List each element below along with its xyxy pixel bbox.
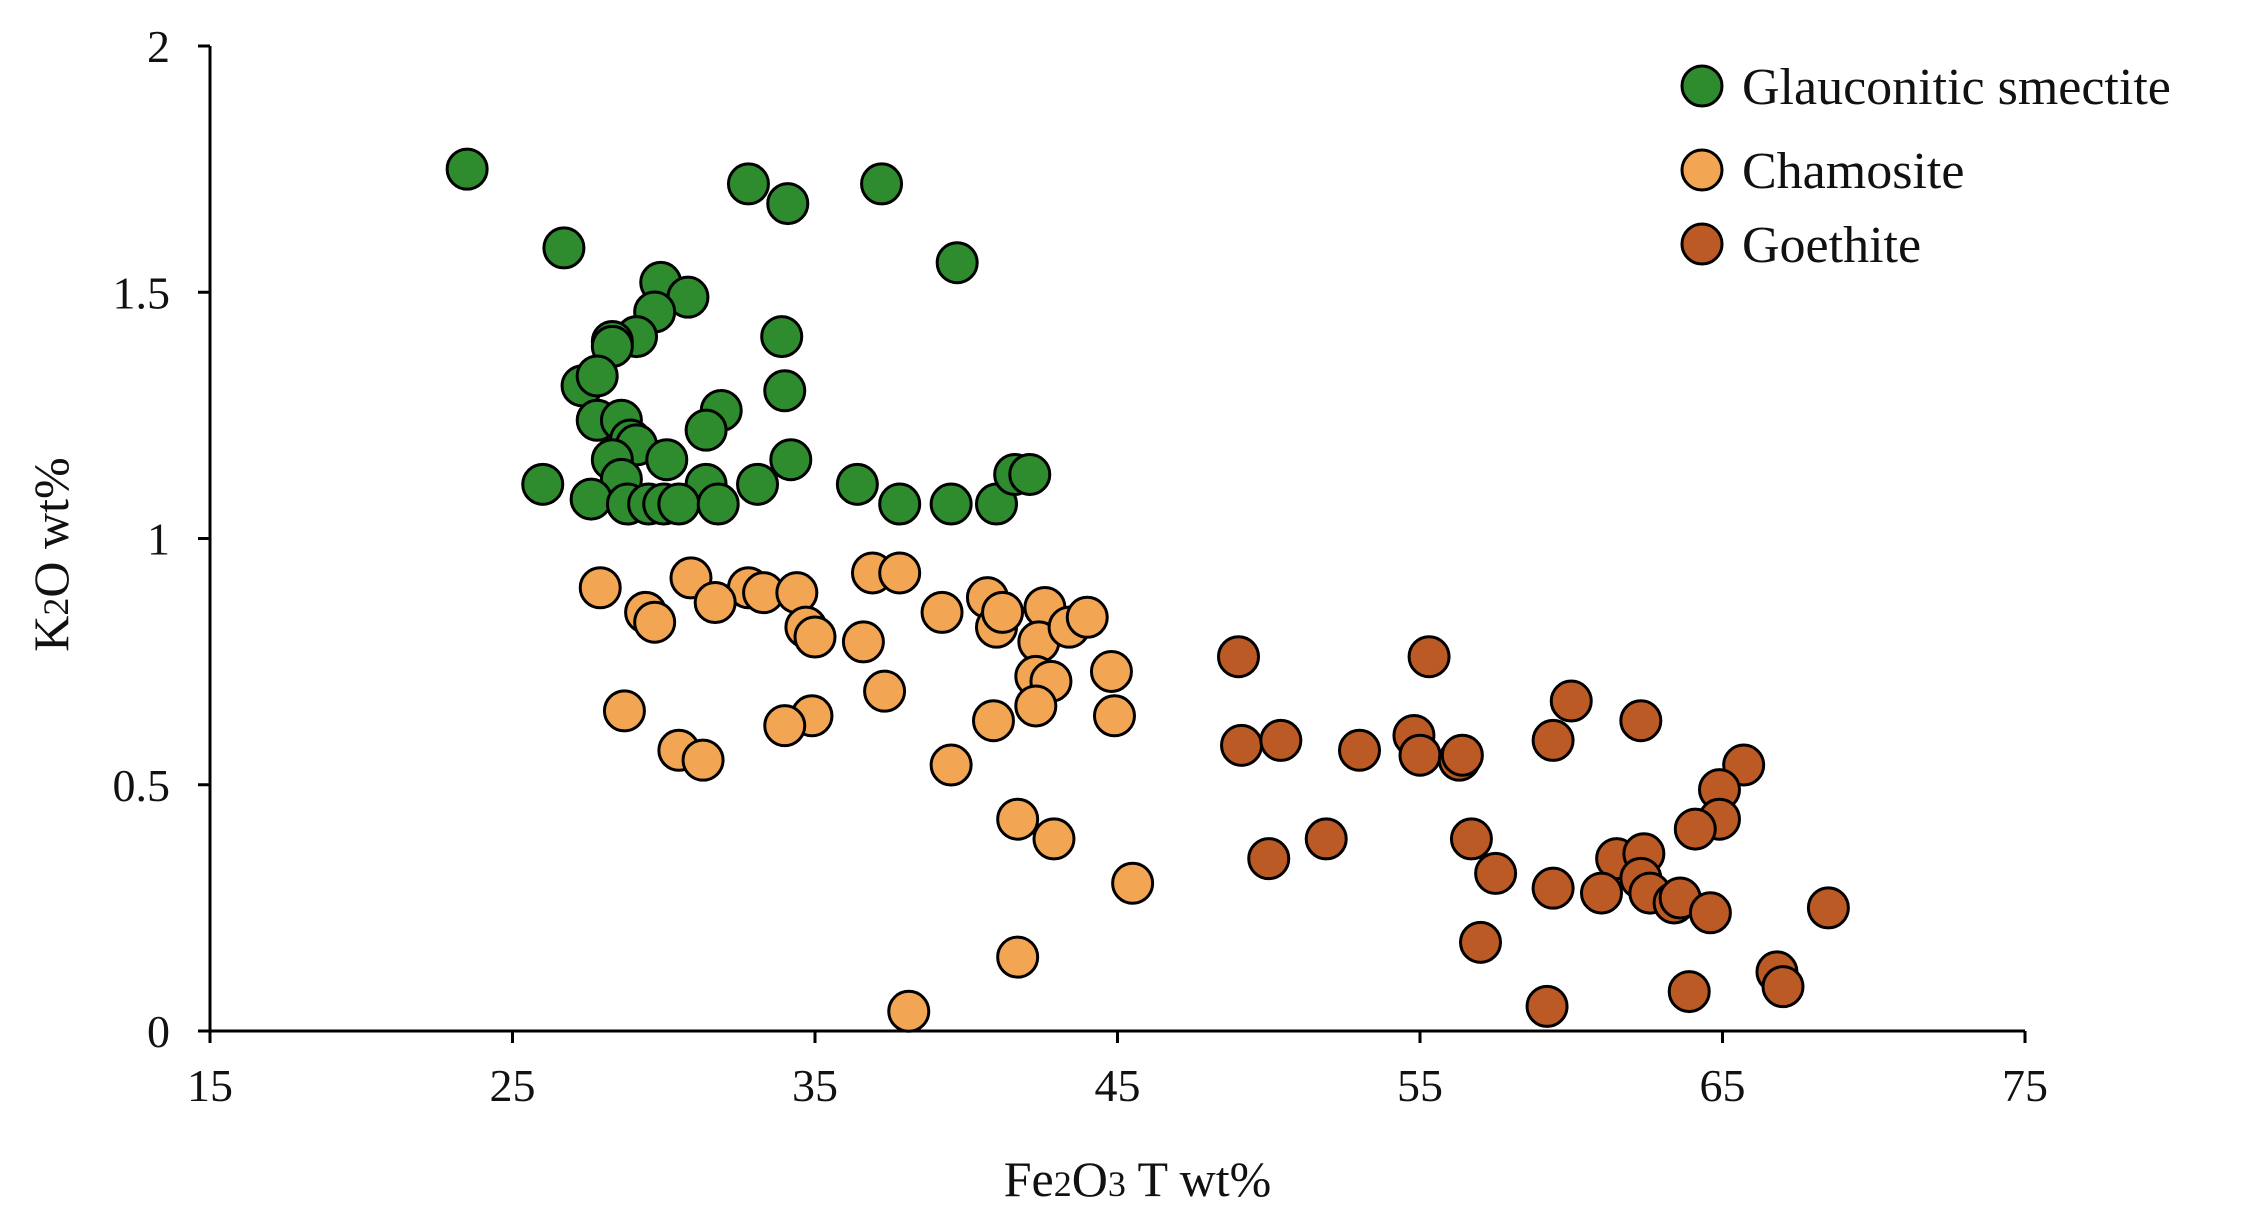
y-tick-label: 1.5 [113, 267, 171, 318]
x-axis-title: Fe2O3 T wt% [1004, 1151, 1272, 1207]
data-point [760, 315, 804, 359]
data-point [1217, 635, 1260, 679]
x-tick-label: 35 [792, 1060, 838, 1111]
data-point [887, 989, 931, 1033]
data-point [763, 369, 807, 413]
y-tick-label: 0.5 [113, 760, 171, 811]
data-point [1673, 807, 1717, 851]
data-point [878, 482, 922, 526]
data-point [1304, 817, 1348, 861]
data-point [1580, 871, 1623, 915]
data-point [1111, 861, 1155, 905]
data-point [1619, 699, 1663, 743]
x-tick-label: 25 [490, 1060, 536, 1111]
data-point [696, 482, 740, 526]
y-ticks: 0 0.5 1 1.5 2 [113, 21, 210, 1057]
data-point [578, 566, 622, 610]
data-point [793, 615, 837, 659]
data-point [726, 162, 770, 206]
series-goethite [1217, 635, 1850, 1028]
legend-label: Chamosite [1742, 143, 1964, 200]
data-point [1259, 718, 1303, 762]
data-point [1531, 866, 1575, 910]
x-tick-label: 55 [1397, 1060, 1443, 1111]
data-point [1761, 965, 1805, 1009]
data-point [1407, 635, 1451, 679]
data-point [996, 935, 1040, 979]
data-point [684, 408, 728, 452]
legend-item: Glauconitic smectite [1680, 59, 2171, 116]
data-point [1008, 452, 1052, 496]
data-point [1667, 970, 1711, 1014]
data-point [1220, 723, 1264, 767]
data-point [1338, 728, 1381, 772]
data-point [1089, 649, 1133, 693]
legend-marker [1680, 148, 1724, 192]
data-point [1065, 595, 1109, 639]
data-point [835, 462, 879, 506]
data-point [645, 438, 689, 482]
legend-label: Goethite [1742, 217, 1921, 274]
data-point [863, 669, 907, 713]
data-point [633, 600, 677, 644]
series-chamosite [578, 551, 1155, 1033]
data-point [769, 438, 813, 482]
data-point [981, 590, 1025, 634]
data-point [575, 354, 619, 398]
data-point [841, 620, 885, 664]
y-axis-title: K2O wt% [23, 457, 79, 651]
data-point [996, 797, 1040, 841]
data-point [1459, 920, 1502, 964]
legend-label: Glauconitic smectite [1742, 59, 2171, 116]
legend-item: Chamosite [1680, 143, 1964, 200]
data-point [1549, 679, 1593, 723]
x-ticks: 15 25 35 45 55 65 75 [187, 1031, 2048, 1111]
data-point [971, 699, 1015, 743]
legend-marker [1680, 222, 1724, 266]
data-point [1806, 886, 1850, 930]
data-point [1688, 891, 1732, 935]
data-point [445, 147, 489, 191]
data-point [693, 581, 737, 625]
data-point [935, 241, 979, 285]
y-tick-label: 2 [147, 21, 170, 72]
legend-marker [1680, 64, 1724, 108]
data-point [542, 226, 586, 270]
data-point [1440, 733, 1484, 777]
data-point [521, 462, 565, 506]
data-points [445, 147, 1850, 1033]
data-point [929, 743, 973, 787]
legend: Glauconitic smectite Chamosite Goethite [1680, 59, 2171, 274]
x-tick-label: 65 [1700, 1060, 1746, 1111]
data-point [878, 551, 922, 595]
y-tick-label: 1 [147, 514, 170, 565]
data-point [1525, 984, 1569, 1028]
legend-item: Goethite [1680, 217, 1921, 274]
data-point [860, 162, 904, 206]
data-point [569, 477, 613, 521]
data-point [602, 689, 646, 733]
data-point [1398, 733, 1442, 777]
data-point [1474, 851, 1518, 895]
x-tick-label: 75 [2002, 1060, 2048, 1111]
data-point [657, 482, 701, 526]
data-point [1449, 817, 1493, 861]
data-point [929, 482, 973, 526]
data-point [736, 462, 780, 506]
y-tick-label: 0 [147, 1006, 170, 1057]
series-glauconitic-smectite [445, 147, 1052, 526]
data-point [920, 590, 964, 634]
data-point [763, 704, 807, 748]
x-tick-label: 45 [1095, 1060, 1141, 1111]
data-point [1531, 718, 1575, 762]
data-point [1247, 837, 1291, 881]
data-point [1014, 684, 1058, 728]
x-tick-label: 15 [187, 1060, 233, 1111]
data-point [1092, 694, 1136, 738]
data-point [766, 182, 810, 226]
data-point [1032, 817, 1076, 861]
data-point [681, 738, 725, 782]
